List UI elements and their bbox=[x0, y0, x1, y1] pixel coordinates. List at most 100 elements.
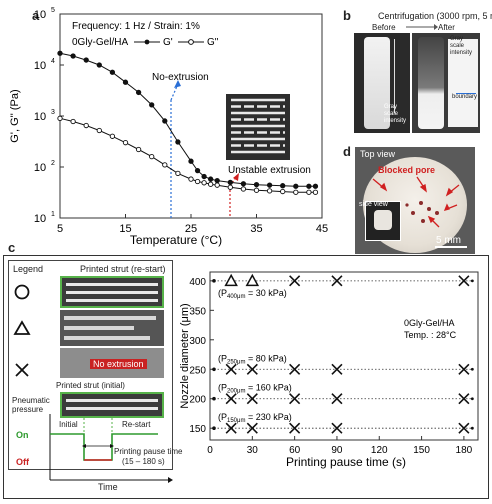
x-tick-label-c: 180 bbox=[456, 445, 473, 456]
data-point-cross bbox=[225, 363, 237, 375]
y-tick-label-a: 10 bbox=[34, 213, 46, 225]
no-extrusion-pointer bbox=[170, 83, 179, 101]
pneumatic-pressure-label: Pneumatic pressure bbox=[12, 396, 50, 414]
cross-stroke bbox=[458, 363, 470, 375]
data-point-gpp bbox=[207, 181, 214, 187]
data-point-gpp bbox=[122, 140, 129, 146]
row-end-dot bbox=[470, 279, 474, 283]
cross-stroke bbox=[331, 363, 343, 375]
pressure-off-label: Off bbox=[16, 457, 29, 467]
data-point-gp bbox=[109, 69, 116, 75]
legend-gpp-marker bbox=[188, 39, 194, 45]
data-point-gp bbox=[122, 79, 129, 85]
restart-strut-photo-ok bbox=[60, 276, 164, 308]
material-label-c: 0Gly-Gel/HA bbox=[404, 318, 455, 328]
data-point-cross bbox=[289, 393, 301, 405]
data-point-cross bbox=[246, 422, 258, 434]
before-vial-photo bbox=[354, 33, 410, 133]
cross-stroke bbox=[289, 422, 301, 434]
data-point-gpp bbox=[306, 189, 312, 195]
data-point-gp bbox=[149, 102, 155, 108]
x-tick-label-c: 90 bbox=[331, 445, 343, 456]
data-point-gp bbox=[135, 89, 142, 96]
legend-title: Legend bbox=[13, 264, 44, 274]
initial-strut-photo bbox=[60, 392, 164, 418]
data-point-cross bbox=[331, 422, 343, 434]
pressure-on-label: On bbox=[16, 430, 29, 440]
legend-box bbox=[8, 260, 173, 470]
pressure-labels-c: (P400μm = 30 kPa) (P250μm = 80 kPa) (P200μ… bbox=[218, 288, 292, 424]
data-point-gpp bbox=[312, 189, 319, 195]
cross-stroke bbox=[225, 422, 237, 434]
panel-label-c: c bbox=[8, 240, 16, 255]
x-tick-label-a: 5 bbox=[57, 223, 63, 235]
x-tick-label-a: 35 bbox=[250, 223, 262, 235]
gray-scale-label-before: Gray scale intensity bbox=[384, 104, 407, 124]
legend-line-1: Frequency: 1 Hz / Strain: 1% bbox=[72, 21, 200, 32]
printed-pattern-lines bbox=[231, 98, 285, 154]
row-start-dot bbox=[212, 396, 216, 401]
row-guides-c bbox=[212, 279, 474, 431]
data-point-gpp bbox=[293, 189, 299, 195]
row-end-dot bbox=[470, 367, 474, 371]
x-axis-label-c: Printing pause time (s) bbox=[286, 455, 406, 469]
gray-scale-label-after: Gray scale intensity bbox=[450, 36, 473, 56]
row-end-dot bbox=[470, 397, 474, 401]
y-tick-label-c: 400 bbox=[189, 277, 206, 288]
blocked-pore-label: Blocked pore bbox=[378, 165, 436, 175]
panel-label-d: d bbox=[343, 144, 351, 159]
x-tick-label-a: 15 bbox=[119, 223, 131, 235]
data-point-gpp bbox=[280, 188, 286, 195]
cross-stroke bbox=[289, 393, 301, 405]
legend-gp-label: G' bbox=[163, 37, 173, 48]
data-point-gpp bbox=[135, 146, 142, 153]
data-point-gp bbox=[175, 139, 181, 145]
top-view-label: Top view bbox=[360, 149, 396, 159]
printed-strut-initial-label: Printed strut (initial) bbox=[56, 381, 125, 390]
legend-cross-symbol bbox=[15, 363, 29, 377]
data-point-gpp bbox=[70, 118, 76, 125]
data-point-gpp bbox=[188, 176, 194, 182]
legend-symbols bbox=[13, 284, 31, 377]
data-point-cross bbox=[289, 275, 301, 287]
cross-stroke bbox=[331, 275, 343, 287]
data-point-gp bbox=[293, 183, 299, 189]
data-point-gp bbox=[162, 118, 168, 124]
x-tick-label-a: 25 bbox=[185, 223, 197, 235]
pressure-label: (P200μm = 160 kPa) bbox=[218, 383, 292, 395]
legend-triangle-symbol bbox=[13, 320, 31, 335]
y-tick-exponent-a: 5 bbox=[51, 7, 55, 14]
data-point-triangle bbox=[224, 273, 238, 287]
y-tick-label-a: 10 bbox=[34, 111, 46, 123]
data-point-gpp bbox=[57, 115, 63, 121]
data-point-cross bbox=[458, 422, 470, 434]
data-point-gp bbox=[280, 183, 286, 189]
y-tick-label-c: 250 bbox=[189, 365, 206, 376]
data-point-gp bbox=[214, 177, 220, 184]
x-tick-label-c: 30 bbox=[247, 445, 259, 456]
pause-range-label: (15 – 180 s) bbox=[122, 457, 165, 466]
cross-stroke bbox=[458, 422, 470, 434]
y-tick-label-c: 350 bbox=[189, 306, 206, 317]
blocked-pore-arrows bbox=[372, 176, 467, 248]
scale-bar-label: 5 mm bbox=[436, 235, 461, 246]
cross-stroke bbox=[225, 393, 237, 405]
data-point-cross bbox=[289, 422, 301, 434]
data-point-cross bbox=[331, 275, 343, 287]
before-after-arrow bbox=[406, 24, 438, 30]
data-point-gpp bbox=[227, 184, 233, 190]
pressure-label: (P400μm = 30 kPa) bbox=[218, 288, 287, 300]
cross-stroke bbox=[331, 422, 343, 434]
data-point-cross bbox=[225, 393, 237, 405]
pause-time-label: Printing pause time bbox=[114, 447, 183, 456]
data-point-cross bbox=[458, 275, 470, 287]
legend-gp-marker bbox=[144, 39, 150, 45]
data-point-gp bbox=[83, 57, 89, 63]
cross-stroke bbox=[458, 275, 470, 287]
cross-stroke bbox=[225, 363, 237, 375]
cross-stroke bbox=[458, 393, 470, 405]
x-axis-label-a: Temperature (°C) bbox=[130, 233, 222, 247]
temp-label-c: Temp. : 28°C bbox=[404, 330, 457, 340]
x-tick-label-c: 150 bbox=[413, 445, 430, 456]
data-point-gp bbox=[253, 182, 260, 188]
